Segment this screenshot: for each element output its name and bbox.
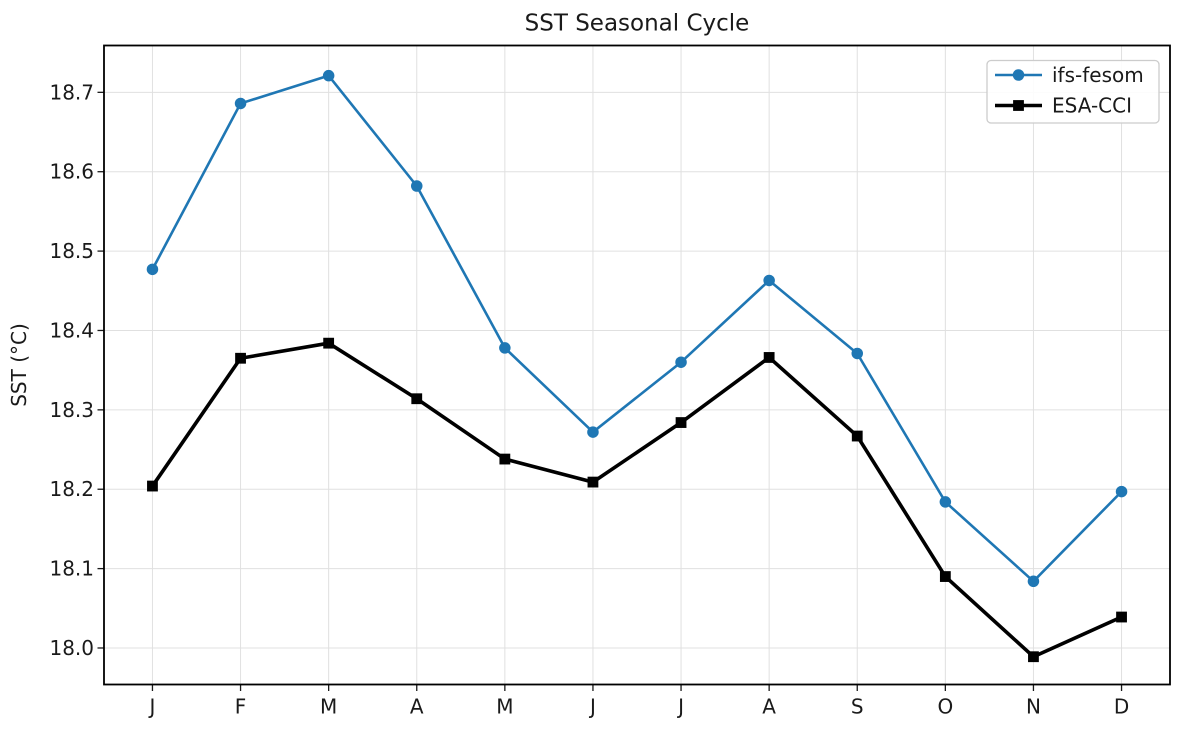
- y-tick-label: 18.6: [49, 160, 94, 184]
- data-point-ifs-fesom: [675, 356, 687, 368]
- x-tick-label: S: [851, 695, 864, 719]
- x-tick-label: J: [148, 695, 156, 719]
- y-tick-label: 18.1: [49, 557, 94, 581]
- data-point-ifs-fesom: [1027, 575, 1040, 588]
- data-point-ifs-fesom: [587, 426, 599, 438]
- series-container: [146, 69, 1128, 663]
- x-tick-label: O: [937, 695, 953, 719]
- data-point-ESA-CCI: [587, 476, 599, 488]
- data-point-ESA-CCI: [939, 571, 951, 582]
- data-point-ESA-CCI: [1028, 651, 1039, 663]
- legend-marker-square-icon: [1013, 100, 1024, 111]
- legend: ifs-fesom ESA-CCI: [986, 59, 1160, 124]
- y-tick-label: 18.2: [49, 477, 94, 501]
- x-tick-label: D: [1114, 695, 1129, 719]
- y-tick-label: 18.5: [49, 239, 94, 263]
- x-tick-label: A: [410, 695, 424, 719]
- series-ESA-CCI: [147, 337, 1127, 663]
- plot-border: [103, 44, 1171, 686]
- data-point-ESA-CCI: [1116, 611, 1127, 623]
- x-ticks: [151, 684, 1123, 691]
- x-tick-label: A: [762, 695, 776, 719]
- data-point-ifs-fesom: [411, 180, 423, 192]
- data-point-ESA-CCI: [323, 337, 335, 349]
- data-point-ESA-CCI: [675, 417, 687, 428]
- data-point-ifs-fesom: [1115, 485, 1128, 498]
- data-point-ESA-CCI: [411, 393, 423, 405]
- y-tick-labels: 18.0 18.1 18.2 18.3 18.4 18.5 18.6 18.7: [49, 80, 94, 660]
- y-ticks: [97, 91, 104, 649]
- x-tick-label: J: [588, 695, 596, 719]
- y-tick-label: 18.7: [49, 80, 94, 104]
- legend-entry-ifs-fesom: ifs-fesom: [995, 63, 1144, 87]
- data-point-ESA-CCI: [851, 430, 863, 442]
- legend-label: ESA-CCI: [1052, 94, 1132, 118]
- chart-title: SST Seasonal Cycle: [525, 11, 750, 37]
- legend-entry-ESA-CCI: ESA-CCI: [995, 94, 1132, 118]
- x-tick-label: N: [1026, 695, 1041, 719]
- legend-marker-circle-icon: [1012, 69, 1025, 81]
- data-point-ESA-CCI: [147, 480, 158, 492]
- series-ifs-fesom: [146, 69, 1128, 588]
- legend-label: ifs-fesom: [1052, 63, 1144, 87]
- series-line-ifs-fesom: [151, 74, 1123, 583]
- y-axis-label: SST (°C): [7, 323, 31, 407]
- x-tick-label: M: [320, 695, 337, 719]
- y-tick-label: 18.3: [49, 398, 94, 422]
- data-point-ESA-CCI: [763, 352, 775, 363]
- data-point-ifs-fesom: [939, 496, 952, 508]
- data-point-ifs-fesom: [146, 263, 159, 276]
- x-tick-label: M: [496, 695, 513, 719]
- y-tick-label: 18.0: [49, 636, 94, 660]
- gridlines: [104, 45, 1170, 685]
- x-tick-label: J: [676, 695, 684, 719]
- data-point-ESA-CCI: [235, 352, 246, 364]
- data-point-ifs-fesom: [499, 342, 511, 354]
- data-point-ifs-fesom: [763, 274, 775, 287]
- x-tick-label: F: [235, 695, 247, 719]
- data-point-ifs-fesom: [322, 69, 335, 82]
- data-point-ifs-fesom: [851, 347, 863, 360]
- y-tick-label: 18.4: [49, 318, 94, 342]
- data-point-ifs-fesom: [234, 97, 247, 110]
- data-point-ESA-CCI: [499, 453, 511, 465]
- series-line-ESA-CCI: [150, 341, 1124, 659]
